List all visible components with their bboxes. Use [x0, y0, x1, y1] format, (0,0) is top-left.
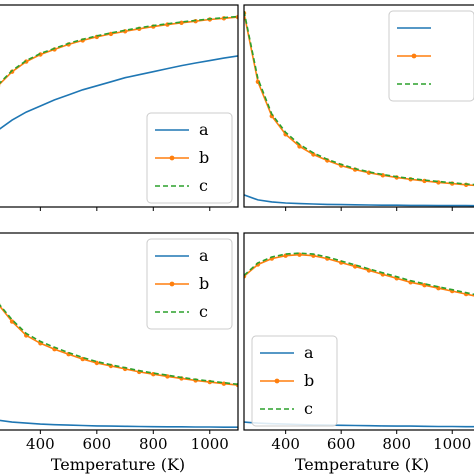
data-point — [422, 283, 427, 288]
legend — [388, 10, 474, 102]
legend-box — [146, 112, 233, 204]
legend-label: a — [199, 120, 209, 139]
series-group — [0, 14, 238, 130]
legend-label: c — [199, 302, 208, 321]
series-line-s0 — [244, 194, 474, 207]
legend-label: b — [199, 148, 209, 167]
series-group — [244, 252, 474, 428]
data-point — [179, 20, 184, 25]
axes-frame — [243, 4, 474, 208]
legend: abc — [251, 335, 338, 427]
legend: abc — [146, 238, 233, 330]
legend-marker — [169, 281, 175, 287]
legend-label: b — [199, 274, 209, 293]
legend-label: c — [304, 399, 313, 418]
x-tick-label: 400 — [26, 435, 55, 453]
series-group — [244, 10, 474, 207]
panel-bottom-left: 400 600 800 1000 Temperature (K) abc — [0, 232, 239, 474]
series-group — [0, 302, 238, 429]
legend-marker — [411, 53, 417, 59]
legend: abc — [146, 112, 233, 204]
series-line-a — [0, 419, 238, 429]
series-line-b — [244, 253, 474, 297]
x-tick-label: 600 — [83, 435, 112, 453]
x-tick-label: 800 — [382, 435, 411, 453]
legend-box — [251, 335, 338, 427]
axes-frame — [0, 4, 239, 208]
series-line-c — [0, 304, 238, 386]
series-line-s2 — [244, 10, 474, 186]
data-point — [311, 152, 316, 157]
axes-frame — [0, 232, 239, 431]
x-tick-label: 800 — [139, 435, 168, 453]
x-axis-label: Temperature (K) — [51, 455, 185, 474]
legend-marker — [169, 155, 175, 161]
legend-marker — [274, 378, 280, 384]
x-tick-label: 600 — [327, 435, 356, 453]
axes-frame — [243, 232, 474, 431]
legend-label: a — [304, 343, 314, 362]
panel-top-left: abc — [0, 4, 239, 211]
series-line-b — [0, 16, 238, 85]
series-line-s1 — [244, 12, 474, 187]
series-line-b — [0, 305, 238, 386]
legend-box — [388, 10, 474, 102]
legend-label: b — [304, 371, 314, 390]
data-point — [297, 144, 302, 149]
x-tick-label: 1000 — [191, 435, 229, 453]
x-tick-label: 400 — [271, 435, 300, 453]
data-point — [221, 381, 227, 386]
legend-label: a — [199, 246, 209, 265]
series-line-c — [0, 15, 238, 84]
legend-box — [146, 238, 233, 330]
legend-label: c — [199, 176, 208, 195]
series-line-a — [0, 55, 238, 130]
x-tick-label: 1000 — [433, 435, 471, 453]
x-axis-label: Temperature (K) — [295, 455, 429, 474]
data-point — [9, 319, 15, 324]
data-point — [108, 31, 114, 37]
panel-top-right — [243, 4, 474, 211]
